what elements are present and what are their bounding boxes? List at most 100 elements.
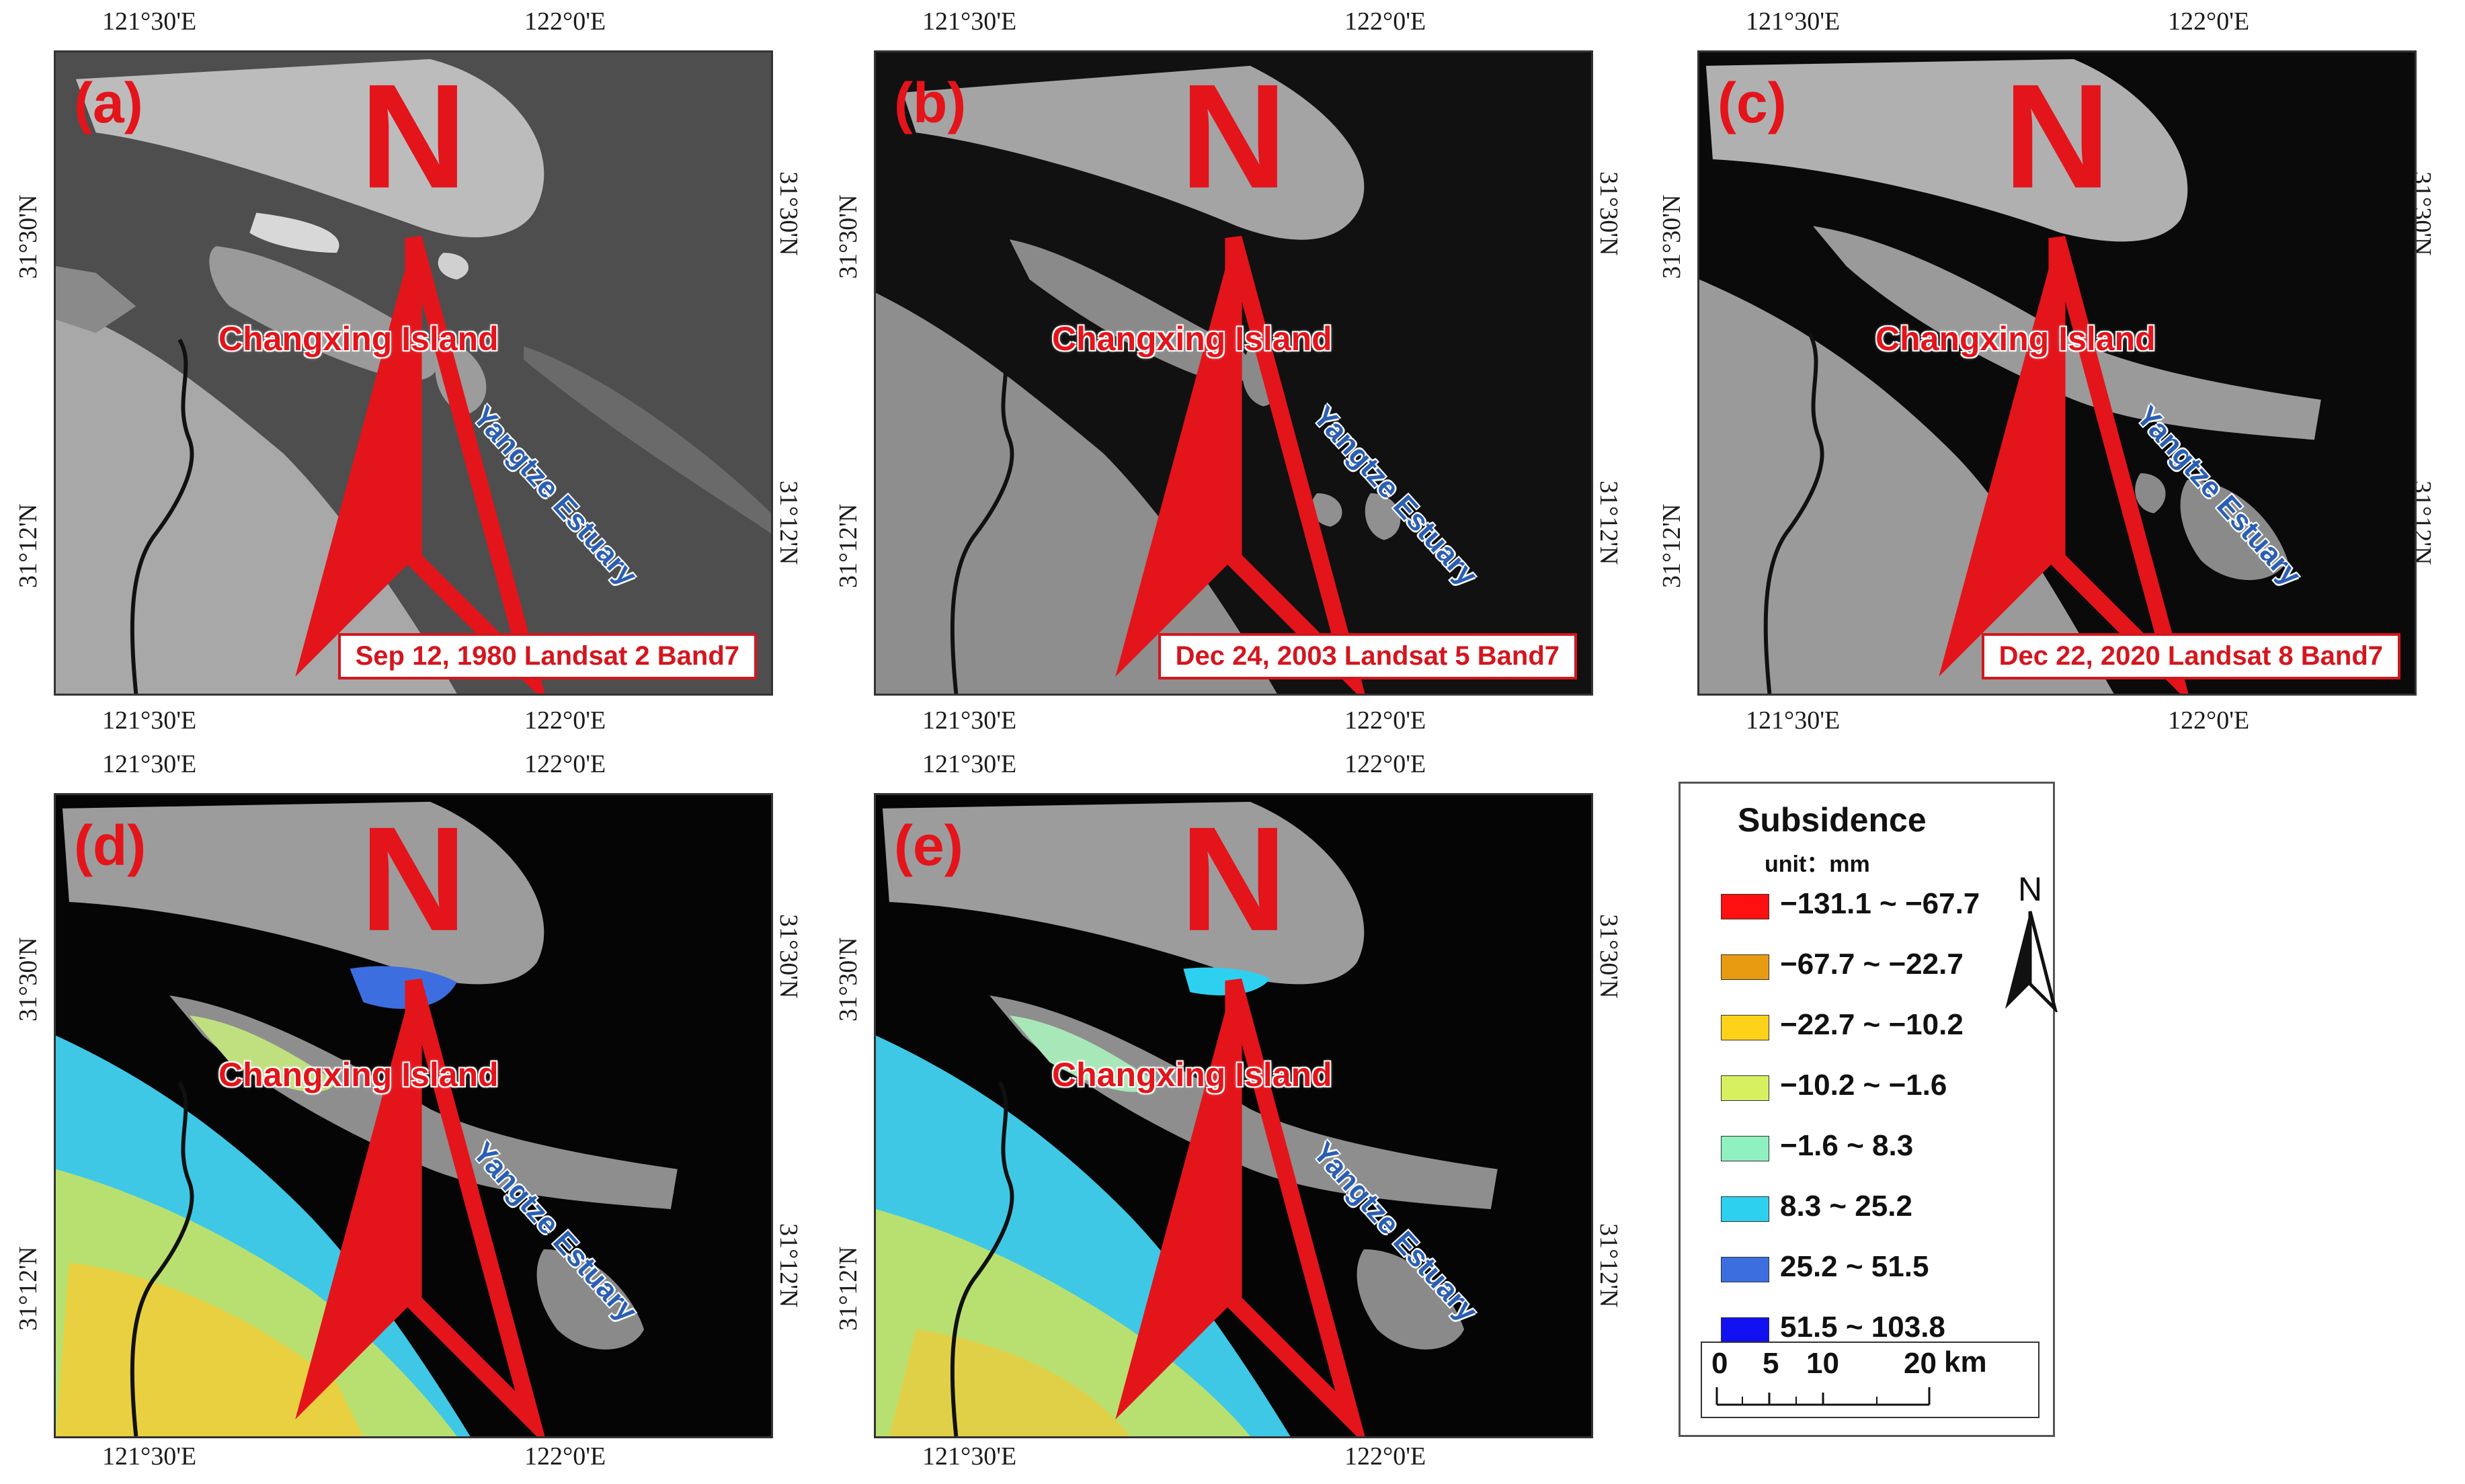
lat-tick-right-bottom: 31°12'N xyxy=(774,1223,803,1308)
legend-range: 51.5 ~ 103.8 xyxy=(1780,1311,1945,1344)
north-arrow-icon: N xyxy=(2005,871,2058,1012)
legend-item: 51.5 ~ 103.8 xyxy=(1721,1308,2003,1348)
lon-tick-bottom-right: 122°0'E xyxy=(2168,706,2250,735)
legend-range: 25.2 ~ 51.5 xyxy=(1780,1250,1929,1283)
lat-tick-right-bottom: 31°12'N xyxy=(1594,1223,1623,1308)
lat-tick-left-bottom: 31°12'N xyxy=(834,1246,862,1331)
lat-tick-left-bottom: 31°12'N xyxy=(1658,503,1686,589)
lon-tick-top-left: 121°30'E xyxy=(102,7,197,36)
legend-swatch xyxy=(1721,1196,1769,1222)
lon-tick-bottom-right: 122°0'E xyxy=(524,1442,606,1471)
lon-tick-bottom-left: 121°30'E xyxy=(922,1442,1017,1471)
lon-tick-top-right: 122°0'E xyxy=(524,7,606,36)
north-arrow-b: N xyxy=(1115,53,1365,694)
north-arrow-c: N xyxy=(1939,53,2189,694)
legend-swatch xyxy=(1721,1136,1769,1161)
svg-text:N: N xyxy=(360,796,467,962)
legend-range: −1.6 ~ 8.3 xyxy=(1780,1129,1914,1162)
legend-item: −1.6 ~ 8.3 xyxy=(1721,1126,2003,1167)
lon-tick-bottom-left: 121°30'E xyxy=(102,706,197,735)
changxing-island-label-b: Changxing Island xyxy=(1052,320,1332,358)
legend-item: −67.7 ~ −22.7 xyxy=(1721,945,2003,985)
lon-tick-top-right: 122°0'E xyxy=(524,750,606,778)
panel-label-d: (d) xyxy=(74,814,147,877)
changxing-island-label-d: Changxing Island xyxy=(218,1056,499,1094)
legend-swatch xyxy=(1721,1015,1769,1040)
subsidence-map-e: N xyxy=(874,793,1593,1438)
lat-tick-left-top: 31°30'N xyxy=(14,937,42,1022)
lon-tick-top-left: 121°30'E xyxy=(922,7,1017,36)
lon-tick-top-left: 121°30'E xyxy=(922,750,1017,778)
legend-item: −131.1 ~ −67.7 xyxy=(1721,884,2003,925)
subsidence-map-d: N xyxy=(54,793,773,1438)
date-caption-c: Dec 22, 2020 Landsat 8 Band7 xyxy=(1981,633,2400,679)
legend-item: 25.2 ~ 51.5 xyxy=(1721,1247,2003,1288)
lon-tick-bottom-left: 121°30'E xyxy=(102,1442,197,1471)
lon-tick-top-left: 121°30'E xyxy=(1746,7,1841,36)
panel-label-a: (a) xyxy=(74,71,143,134)
lat-tick-right-bottom: 31°12'N xyxy=(774,481,803,565)
legend-swatch xyxy=(1721,894,1769,919)
north-arrow-e: N xyxy=(1115,796,1365,1436)
svg-text:N: N xyxy=(1180,796,1287,962)
scale-unit: km xyxy=(1944,1346,1987,1378)
scale-tick-label: 0 xyxy=(1711,1347,1728,1380)
lat-tick-right-top: 31°30'N xyxy=(774,914,803,999)
lat-tick-right-top: 31°30'N xyxy=(1594,171,1623,256)
legend-range: −131.1 ~ −67.7 xyxy=(1780,887,1980,920)
lat-tick-left-bottom: 31°12'N xyxy=(834,503,862,589)
scale-tick-label: 20 xyxy=(1904,1347,1937,1380)
lat-tick-left-top: 31°30'N xyxy=(14,194,42,280)
changxing-island-label-c: Changxing Island xyxy=(1875,320,2156,358)
changxing-island-label-a: Changxing Island xyxy=(218,320,499,358)
date-caption-a: Sep 12, 1980 Landsat 2 Band7 xyxy=(337,633,757,679)
satellite-image-c: N xyxy=(1697,50,2417,696)
svg-text:N: N xyxy=(1180,53,1287,219)
map-panel-a: 121°30'E 122°0'E 121°30'E 122°0'E 31°30'… xyxy=(14,7,803,735)
legend-swatch xyxy=(1721,1075,1769,1101)
changxing-island-label-e: Changxing Island xyxy=(1052,1056,1332,1094)
map-panel-b: 121°30'E 122°0'E 121°30'E 122°0'E 31°30'… xyxy=(834,7,1623,735)
lon-tick-top-right: 122°0'E xyxy=(2168,7,2250,36)
svg-text:N: N xyxy=(2003,53,2111,219)
satellite-image-b-graphic xyxy=(876,52,1591,694)
map-panel-c: 121°30'E 122°0'E 121°30'E 122°0'E 31°30'… xyxy=(1658,7,2436,735)
scale-tick-label: 10 xyxy=(1806,1347,1839,1380)
scale-bar: 0 5 10 20 km xyxy=(1701,1342,2039,1418)
lat-tick-right-top: 31°30'N xyxy=(1594,914,1623,999)
legend-swatch xyxy=(1721,1317,1769,1343)
lon-tick-bottom-left: 121°30'E xyxy=(1746,706,1841,735)
lon-tick-top-left: 121°30'E xyxy=(102,750,197,778)
lon-tick-bottom-left: 121°30'E xyxy=(922,706,1017,735)
lat-tick-left-top: 31°30'N xyxy=(834,194,862,280)
lat-tick-left-top: 31°30'N xyxy=(1658,194,1686,280)
legend-unit: unit：mm xyxy=(1765,852,1870,877)
legend-title: Subsidence xyxy=(1738,801,1927,839)
legend-range: −22.7 ~ −10.2 xyxy=(1780,1008,1964,1041)
subsidence-map-e-graphic xyxy=(876,795,1591,1436)
lon-tick-top-right: 122°0'E xyxy=(1344,750,1426,778)
lat-tick-left-top: 31°30'N xyxy=(834,937,862,1022)
legend-item: −10.2 ~ −1.6 xyxy=(1721,1066,2003,1106)
north-arrow-d: N xyxy=(295,796,545,1436)
lon-tick-bottom-right: 122°0'E xyxy=(1344,706,1426,735)
panel-label-c: (c) xyxy=(1718,71,1787,134)
lat-tick-right-top: 31°30'N xyxy=(774,171,803,256)
lon-tick-bottom-right: 122°0'E xyxy=(524,706,606,735)
date-caption-b: Dec 24, 2003 Landsat 5 Band7 xyxy=(1158,633,1577,679)
satellite-image-b: N xyxy=(874,50,1593,696)
map-panel-e: 121°30'E 122°0'E 121°30'E 122°0'E 31°30'… xyxy=(834,750,1623,1471)
legend-swatch xyxy=(1721,954,1769,980)
lat-tick-right-bottom: 31°12'N xyxy=(1594,481,1623,565)
legend-range: −10.2 ~ −1.6 xyxy=(1780,1069,1947,1102)
map-panel-d: 121°30'E 122°0'E 121°30'E 122°0'E 31°30'… xyxy=(14,750,803,1471)
legend-swatch xyxy=(1721,1257,1769,1282)
lat-tick-left-bottom: 31°12'N xyxy=(14,1246,42,1331)
scale-ruler-graphic xyxy=(1715,1387,1931,1406)
lat-tick-left-bottom: 31°12'N xyxy=(14,503,42,589)
lon-tick-top-right: 122°0'E xyxy=(1344,7,1426,36)
svg-text:N: N xyxy=(360,53,467,219)
legend-item: −22.7 ~ −10.2 xyxy=(1721,1005,2003,1046)
scale-tick-label: 5 xyxy=(1763,1347,1779,1380)
north-letter: N xyxy=(2018,871,2042,908)
